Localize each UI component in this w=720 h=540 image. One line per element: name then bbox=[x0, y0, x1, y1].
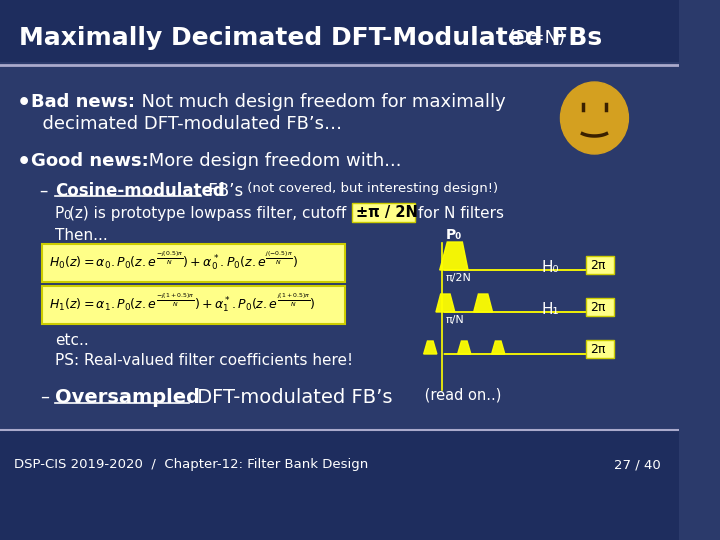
Text: etc..: etc.. bbox=[55, 333, 89, 348]
Text: (not covered, but interesting design!): (not covered, but interesting design!) bbox=[243, 182, 498, 195]
Text: Bad news:: Bad news: bbox=[31, 93, 135, 111]
Text: $H_1(z) = \alpha_1.P_0(z.e^{\frac{-j(1+0.5)\pi}{N}}) + \alpha_1^*.P_0(z.e^{\frac: $H_1(z) = \alpha_1.P_0(z.e^{\frac{-j(1+0… bbox=[49, 291, 316, 314]
Text: FB’s: FB’s bbox=[203, 182, 243, 200]
Text: 2π: 2π bbox=[590, 301, 605, 314]
Bar bbox=[0, 430, 680, 540]
Polygon shape bbox=[436, 294, 455, 312]
Text: ±π / 2N: ±π / 2N bbox=[356, 205, 418, 220]
Polygon shape bbox=[440, 242, 468, 270]
Text: •: • bbox=[17, 93, 31, 113]
FancyBboxPatch shape bbox=[352, 203, 415, 222]
Text: P: P bbox=[55, 206, 64, 221]
Text: PS: Real-valued filter coefficients here!: PS: Real-valued filter coefficients here… bbox=[55, 353, 353, 368]
Text: $H_0(z) = \alpha_0.P_0(z.e^{\frac{-j(0.5)\pi}{N}}) + \alpha_0^*.P_0(z.e^{\frac{j: $H_0(z) = \alpha_0.P_0(z.e^{\frac{-j(0.5… bbox=[49, 249, 298, 272]
FancyBboxPatch shape bbox=[586, 340, 614, 358]
Text: H₀: H₀ bbox=[541, 260, 559, 275]
Text: (D=N): (D=N) bbox=[503, 29, 565, 47]
Text: (read on..): (read on..) bbox=[420, 388, 501, 403]
Text: Cosine-modulated: Cosine-modulated bbox=[55, 182, 225, 200]
Text: –: – bbox=[40, 182, 48, 200]
Text: •: • bbox=[17, 152, 31, 172]
Text: P₀: P₀ bbox=[446, 228, 462, 242]
Polygon shape bbox=[474, 294, 492, 312]
Text: for N filters: for N filters bbox=[418, 206, 504, 221]
FancyBboxPatch shape bbox=[586, 298, 614, 316]
Text: DFT-modulated FB’s: DFT-modulated FB’s bbox=[191, 388, 392, 407]
Text: 0: 0 bbox=[63, 209, 71, 222]
Text: DSP-CIS 2019-2020  /  Chapter-12: Filter Bank Design: DSP-CIS 2019-2020 / Chapter-12: Filter B… bbox=[14, 458, 369, 471]
Text: π/N: π/N bbox=[446, 315, 464, 325]
Text: π/2N: π/2N bbox=[446, 273, 472, 283]
Text: Then...: Then... bbox=[55, 228, 107, 243]
Polygon shape bbox=[492, 341, 505, 354]
Circle shape bbox=[560, 82, 629, 154]
FancyBboxPatch shape bbox=[42, 286, 346, 324]
Text: 27 / 40: 27 / 40 bbox=[613, 458, 660, 471]
Text: More design freedom with...: More design freedom with... bbox=[143, 152, 402, 170]
Text: Good news:: Good news: bbox=[31, 152, 149, 170]
Text: 2π: 2π bbox=[590, 259, 605, 272]
Text: Oversampled: Oversampled bbox=[55, 388, 199, 407]
Polygon shape bbox=[423, 341, 437, 354]
Polygon shape bbox=[458, 341, 471, 354]
Text: decimated DFT-modulated FB’s…: decimated DFT-modulated FB’s… bbox=[31, 115, 342, 133]
Text: 2π: 2π bbox=[590, 343, 605, 356]
Text: H₁: H₁ bbox=[541, 302, 559, 317]
Text: Maximally Decimated DFT-Modulated FBs: Maximally Decimated DFT-Modulated FBs bbox=[19, 26, 602, 50]
Text: (z) is prototype lowpass filter, cutoff at: (z) is prototype lowpass filter, cutoff … bbox=[69, 206, 366, 221]
FancyBboxPatch shape bbox=[42, 244, 346, 282]
Text: –: – bbox=[40, 388, 49, 406]
Text: Not much design freedom for maximally: Not much design freedom for maximally bbox=[130, 93, 506, 111]
Bar bbox=[0, 0, 680, 62]
FancyBboxPatch shape bbox=[586, 256, 614, 274]
